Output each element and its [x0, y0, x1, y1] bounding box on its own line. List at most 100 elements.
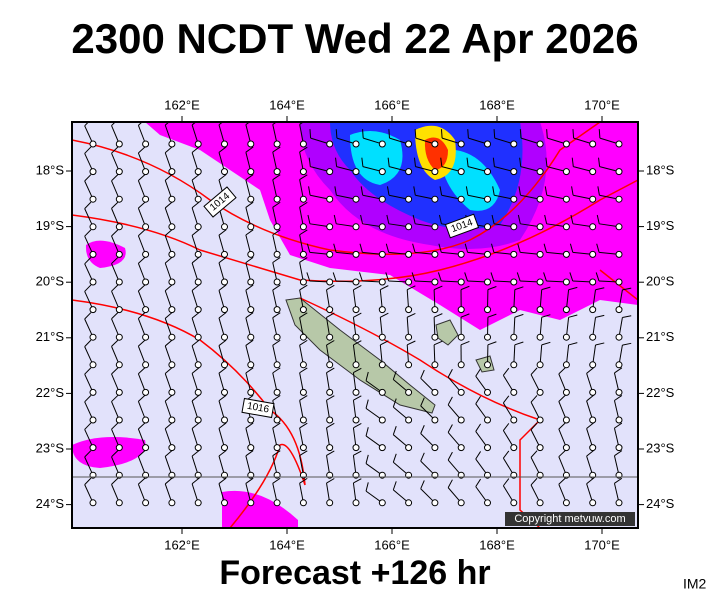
barb-flag [218, 229, 227, 236]
barb-flag [414, 129, 417, 139]
station [589, 444, 597, 452]
barb-flag [218, 284, 227, 291]
station [484, 140, 491, 148]
lat-label: 24°S [646, 496, 675, 511]
barb-flag [308, 186, 311, 196]
lat-label: 21°S [646, 329, 675, 344]
barb-flag [353, 285, 362, 291]
lon-label: 164°E [269, 537, 305, 552]
barb-flag [299, 284, 308, 291]
station [299, 168, 307, 176]
station [615, 333, 623, 341]
station [168, 168, 176, 176]
barb-flag [544, 214, 548, 224]
station [431, 250, 439, 258]
barb-flag [138, 256, 146, 264]
barb-flag [111, 477, 119, 485]
barb-flag [191, 174, 200, 181]
barb-flag [595, 342, 605, 346]
station [273, 223, 281, 231]
barb-flag [365, 454, 369, 464]
barb-flag [490, 272, 495, 282]
barb-flag [447, 369, 453, 378]
lat-label: 24°S [36, 496, 65, 511]
barb-flag [272, 450, 281, 457]
lon-label: 162°E [164, 537, 200, 552]
station [352, 416, 360, 424]
barb-flag [299, 367, 308, 374]
station [115, 333, 123, 341]
barb-flag [299, 477, 308, 484]
barb-flag [245, 174, 254, 181]
lat-label: 23°S [36, 440, 65, 455]
station [615, 499, 623, 507]
station [299, 140, 307, 148]
barb-flag [586, 450, 594, 457]
barb-flag [272, 312, 281, 319]
barb-flag [447, 424, 453, 433]
station [562, 416, 570, 424]
station [536, 278, 544, 286]
barb-flag [111, 422, 119, 430]
station [615, 195, 623, 203]
station [247, 416, 255, 424]
barb-flag [543, 272, 547, 282]
station [510, 333, 518, 341]
station [142, 278, 150, 286]
barb-flag [218, 339, 227, 346]
barb-flag [492, 157, 495, 167]
station [142, 499, 150, 507]
station [89, 388, 97, 396]
station [247, 388, 255, 396]
station [589, 361, 597, 369]
barb-flag [191, 312, 200, 319]
barb-flag [464, 272, 468, 282]
station [457, 388, 465, 396]
station [615, 140, 623, 148]
barb-flag [433, 285, 443, 291]
barb-flag [595, 314, 605, 318]
station [273, 306, 281, 314]
barb-flag [299, 339, 308, 346]
station [536, 250, 544, 258]
barb-flag [439, 186, 443, 196]
station [405, 250, 413, 258]
barb-flag [380, 285, 389, 291]
station [194, 168, 202, 176]
barb-flag [353, 423, 362, 429]
barb-flag [519, 129, 522, 139]
station [536, 168, 544, 176]
station [510, 416, 518, 424]
station [221, 388, 228, 396]
station [589, 278, 597, 286]
station [247, 168, 255, 176]
barb-flag [475, 451, 482, 460]
station [221, 416, 228, 424]
barb-flag [568, 286, 578, 291]
station [615, 223, 623, 231]
barb-flag [460, 340, 470, 346]
station [352, 444, 360, 452]
barb-flag [272, 395, 281, 401]
barb-flag [475, 423, 482, 432]
station [115, 223, 123, 231]
station [510, 278, 518, 286]
barb-flag [558, 367, 566, 375]
barb-flag [164, 339, 173, 347]
barb-flag [164, 256, 173, 264]
station [115, 444, 123, 452]
barb-flag [392, 453, 397, 463]
station [457, 168, 465, 176]
station [168, 278, 176, 286]
barb-flag [493, 129, 496, 139]
station [142, 333, 150, 341]
barb-flag [491, 214, 495, 224]
barb-flag [84, 450, 92, 458]
station [142, 195, 150, 203]
station [352, 333, 360, 341]
barb-flag [164, 174, 173, 181]
station [247, 333, 255, 341]
barb-flag [111, 201, 119, 209]
barb-flag [392, 370, 397, 380]
station [273, 361, 281, 369]
